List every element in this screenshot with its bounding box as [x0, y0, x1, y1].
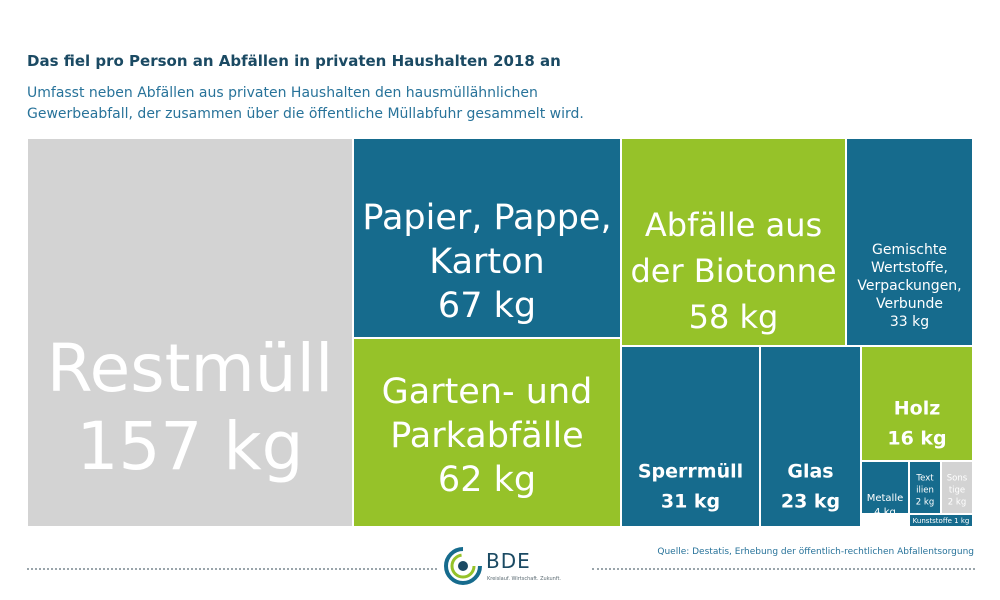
treemap-rect [620, 137, 847, 347]
treemap-rect [352, 337, 622, 528]
treemap-label: Papier, Pappe, [362, 198, 611, 238]
treemap-label: 31 kg [661, 491, 720, 513]
treemap-label: 67 kg [438, 286, 536, 326]
treemap-label: Kunststoffe 1 kg [913, 517, 970, 525]
treemap-rect [759, 345, 862, 528]
treemap-label: Gemischte [872, 242, 947, 258]
treemap-tile-abfaelle-aus-der-biotonne: Abfälle aus der Biotonne 58 kg [620, 137, 847, 347]
treemap-label: Abfälle aus [645, 206, 822, 244]
footer-divider-left [27, 568, 437, 570]
treemap-rect [620, 345, 761, 528]
treemap-tile-holz: Holz 16 kg [860, 345, 974, 462]
treemap-label: 33 kg [890, 314, 929, 330]
treemap-label: 16 kg [887, 428, 946, 450]
treemap-label: Garten- und [382, 372, 593, 412]
treemap-tile-sonstige: Sons tige 2 kg [940, 460, 974, 515]
treemap-rect [940, 460, 974, 515]
treemap-label: 2 kg [948, 498, 966, 508]
bde-logo-mark-icon [444, 547, 482, 585]
treemap-label: Sons [947, 474, 968, 484]
treemap-label: Wertstoffe, [871, 260, 948, 276]
treemap-tile-sperrmuell: Sperrmüll 31 kg [620, 345, 761, 528]
treemap-tile-glas: Glas 23 kg [759, 345, 862, 528]
treemap-label: Text [915, 474, 934, 484]
treemap-label: 23 kg [781, 491, 840, 513]
treemap-rect [860, 345, 974, 462]
treemap-label: 157 kg [76, 408, 303, 485]
treemap-rect [845, 137, 974, 347]
treemap-label: 4 kg [874, 507, 896, 518]
logo-name: BDE [486, 549, 531, 573]
treemap-rect [26, 137, 354, 528]
treemap-label: Verbunde [876, 296, 943, 312]
chart-title: Das fiel pro Person an Abfällen in priva… [27, 52, 561, 70]
treemap-label: Restmüll [47, 330, 334, 407]
treemap-label: Karton [429, 242, 545, 282]
treemap-label: Holz [894, 398, 941, 420]
treemap-label: Glas [787, 461, 833, 483]
treemap-tile-textilien: Text ilien 2 kg [908, 460, 942, 515]
treemap-label: Verpackungen, [857, 278, 961, 294]
bde-logo: BDE Kreislauf. Wirtschaft. Zukunft. [442, 545, 572, 595]
treemap-label: Parkabfälle [390, 416, 583, 456]
treemap-label: Sperrmüll [638, 461, 743, 483]
treemap-tile-gemischte-wertstoffe-verpackungen-verbunde: Gemischte Wertstoffe, Verpackungen, Verbund… [845, 137, 974, 347]
treemap-label: ilien [916, 486, 934, 496]
treemap-label: 58 kg [689, 298, 779, 336]
treemap-rect [908, 513, 974, 528]
treemap-tile-kunststoffe: Kunststoffe 1 kg [908, 513, 974, 528]
treemap-label: der Biotonne [630, 252, 836, 290]
treemap-label: tige [949, 486, 965, 496]
source-note: Quelle: Destatis, Erhebung der öffentlic… [657, 547, 974, 557]
footer-divider-right [592, 568, 975, 570]
logo-tagline: Kreislauf. Wirtschaft. Zukunft. [487, 576, 562, 582]
treemap-tile-metalle: Metalle 4 kg [860, 460, 910, 518]
treemap-label: 62 kg [438, 460, 536, 500]
chart-subtitle: Umfasst neben Abfällen aus privaten Haus… [27, 85, 584, 122]
treemap-label: Metalle [867, 493, 904, 504]
treemap-label: 2 kg [916, 498, 934, 508]
